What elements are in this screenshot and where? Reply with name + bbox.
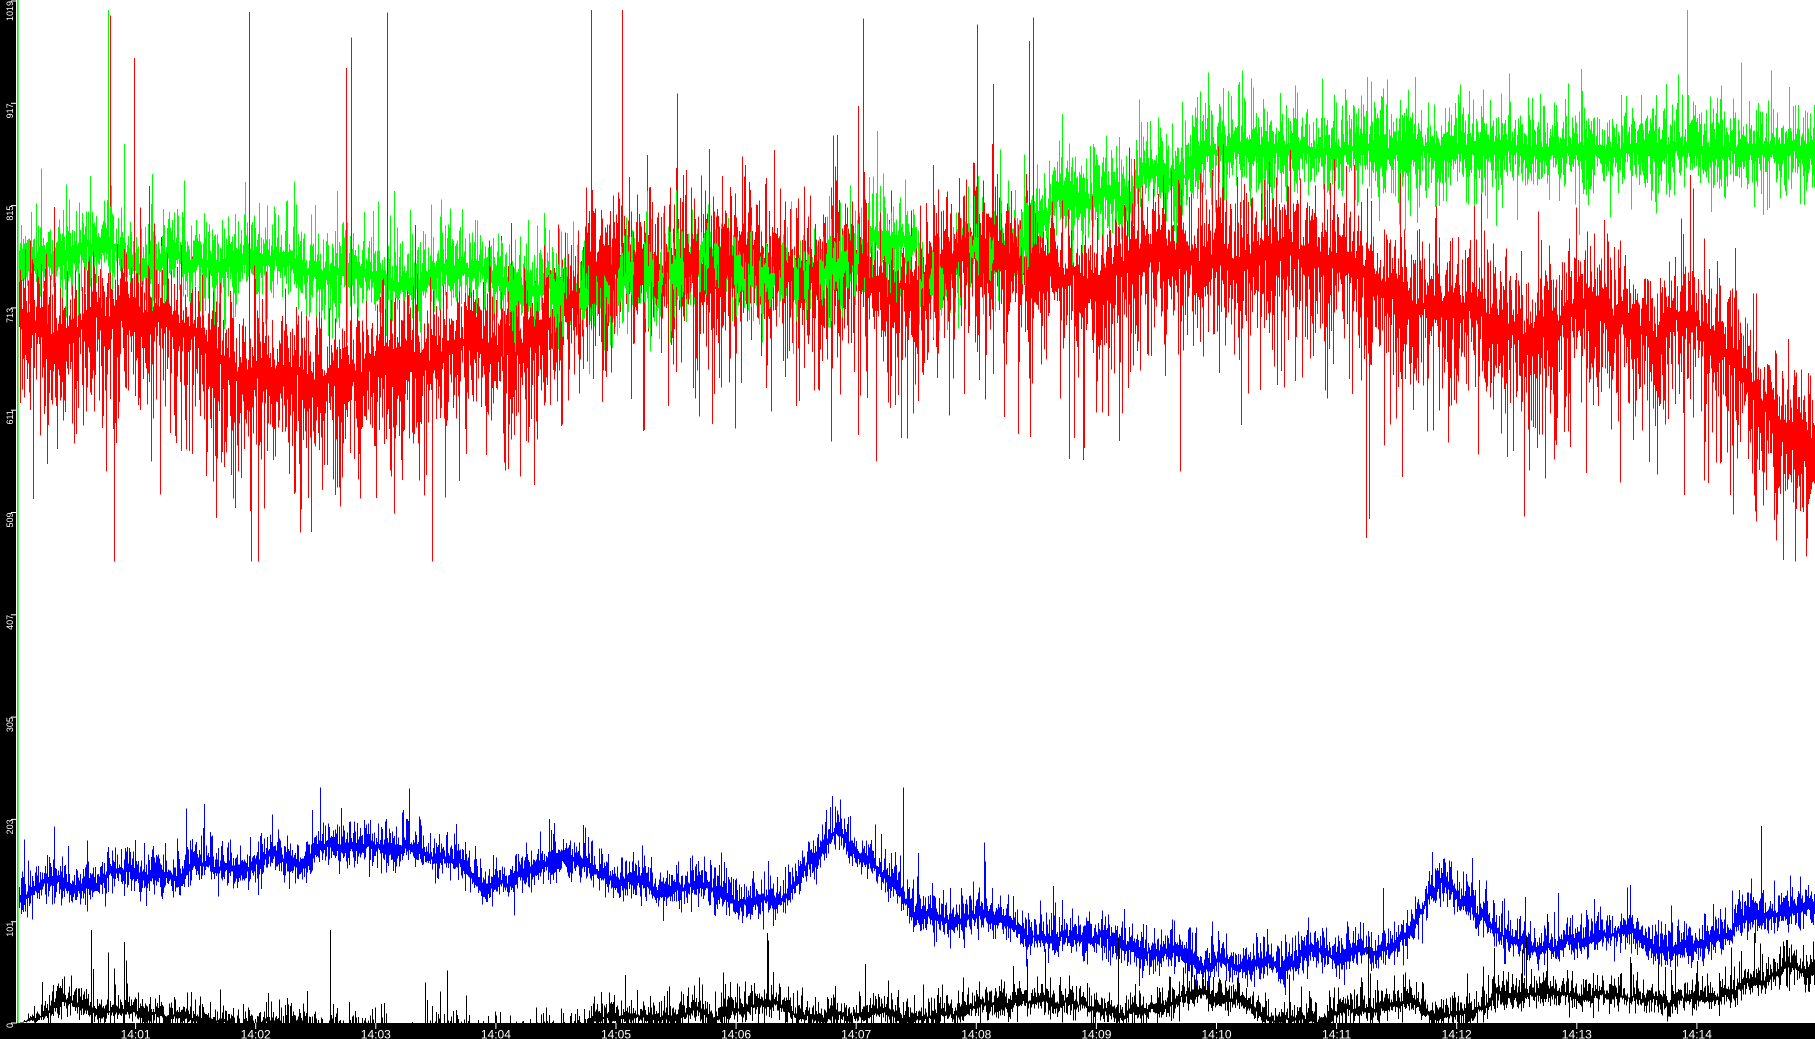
- svg-text:14:08: 14:08: [961, 1028, 991, 1039]
- svg-text:14:13: 14:13: [1562, 1028, 1592, 1039]
- svg-text:14:12: 14:12: [1442, 1028, 1472, 1039]
- svg-text:815: 815: [5, 206, 15, 221]
- svg-text:14:10: 14:10: [1201, 1028, 1231, 1039]
- svg-text:14:05: 14:05: [601, 1028, 631, 1039]
- svg-text:14:14: 14:14: [1682, 1028, 1712, 1039]
- svg-text:14:06: 14:06: [721, 1028, 751, 1039]
- svg-text:14:11: 14:11: [1322, 1028, 1351, 1039]
- svg-text:14:07: 14:07: [841, 1028, 871, 1039]
- svg-text:917: 917: [5, 103, 15, 118]
- svg-text:14:04: 14:04: [481, 1028, 511, 1039]
- svg-text:0: 0: [5, 1023, 15, 1028]
- svg-text:305: 305: [5, 717, 15, 732]
- svg-text:14:09: 14:09: [1081, 1028, 1111, 1039]
- svg-text:14:01: 14:01: [121, 1028, 151, 1039]
- svg-text:407: 407: [5, 615, 15, 630]
- svg-text:203: 203: [5, 819, 15, 834]
- svg-text:14:03: 14:03: [361, 1028, 391, 1039]
- svg-text:713: 713: [5, 308, 15, 323]
- svg-text:611: 611: [5, 410, 15, 424]
- svg-text:101: 101: [5, 922, 15, 937]
- svg-text:14:02: 14:02: [241, 1028, 271, 1039]
- svg-text:1019: 1019: [5, 1, 15, 21]
- svg-text:509: 509: [5, 513, 15, 528]
